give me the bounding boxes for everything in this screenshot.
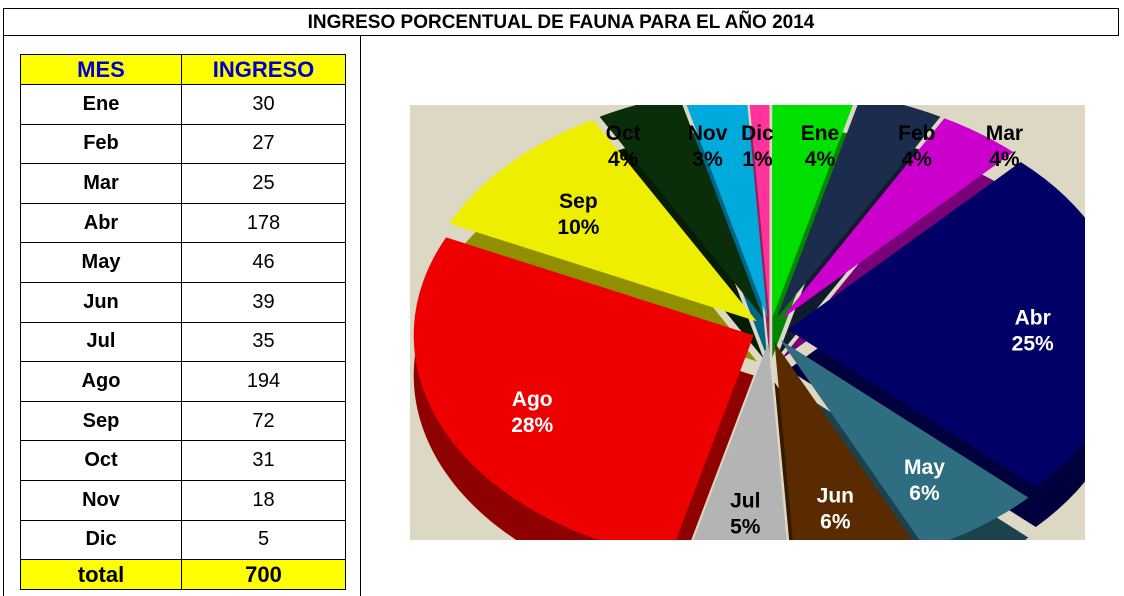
slice-label: Mar [986, 122, 1023, 145]
pie-slice [686, 105, 768, 318]
slice-value-label: 1% [742, 148, 773, 171]
slice-label: Ago [512, 388, 553, 411]
table-row: Sep 72 [20, 400, 346, 442]
pie-slice [599, 105, 764, 319]
slice-label: Jul [730, 489, 760, 512]
cell: 72 [181, 400, 346, 442]
slice-label: Dic [741, 122, 774, 145]
slice-label: Oct [606, 122, 641, 145]
slice-label: Feb [898, 122, 935, 145]
pie-labels: Ene 4% Feb 4% Mar 4% Abr 25% May 6% Jun 6% Jul 5% Ago 2… [511, 122, 1054, 538]
slice-label: Nov [688, 122, 728, 145]
cell: MES [20, 54, 182, 85]
title: INGRESO PORCENTUAL DE FAUNA PARA EL AÑO … [3, 8, 1119, 36]
cell: 18 [181, 479, 346, 521]
cell: INGRESO [181, 54, 346, 85]
slice-label: Jun [817, 485, 854, 508]
pie-slice [693, 342, 787, 540]
cell: 178 [181, 202, 346, 244]
pie-slice [787, 161, 1085, 488]
table-row: Nov 18 [20, 479, 346, 521]
slice-value-label: 4% [902, 148, 933, 171]
slice-value-label: 10% [557, 216, 599, 239]
cell: 31 [181, 440, 346, 481]
slice-value-label: 4% [989, 148, 1020, 171]
slice-value-label: 3% [692, 148, 723, 171]
cell: 27 [181, 123, 346, 165]
cell: Ago [20, 361, 182, 402]
cell: 700 [181, 559, 346, 591]
cell: 39 [181, 281, 346, 323]
slice-value-label: 6% [820, 511, 851, 534]
cell: Jun [20, 281, 182, 323]
pie-slice [780, 340, 1029, 540]
cell: 46 [181, 242, 346, 283]
data-table: MES INGRESO Ene 30 Feb 27 Mar 25 Abr 178 May 46 Jun 3… [20, 54, 346, 591]
cell: 25 [181, 163, 346, 204]
pie-slice [772, 105, 853, 318]
table-row: Abr 178 [20, 202, 346, 244]
table-row: Ago 194 [20, 361, 346, 402]
table-row: Mar 25 [20, 163, 346, 204]
cell: Dic [20, 519, 182, 561]
slice-label: Sep [559, 190, 598, 213]
frame-line [360, 36, 361, 596]
cell: Ene [20, 84, 182, 125]
cell: Oct [20, 440, 182, 481]
total-row: total 700 [20, 559, 346, 591]
table-row: Jun 39 [20, 281, 346, 323]
cell: 194 [181, 361, 346, 402]
header-row: MES INGRESO [20, 54, 346, 85]
frame-line [3, 8, 4, 596]
slice-value-label: 4% [608, 148, 639, 171]
pie-slice [774, 342, 913, 540]
table-row: May 46 [20, 242, 346, 283]
slice-value-label: 5% [730, 515, 761, 538]
cell: Mar [20, 163, 182, 204]
slice-value-label: 28% [511, 414, 553, 437]
slice-label: Ene [801, 122, 840, 145]
pie [413, 105, 1085, 540]
pie-slice [749, 105, 770, 318]
pie-slice [449, 119, 757, 322]
table-row: Feb 27 [20, 123, 346, 165]
cell: Jul [20, 321, 182, 363]
slice-value-label: 25% [1012, 332, 1054, 355]
cell: Feb [20, 123, 182, 165]
table-row: Ene 30 [20, 84, 346, 125]
pie-slice [776, 105, 941, 319]
slice-label: Abr [1015, 306, 1051, 329]
slice-value-label: 6% [909, 482, 940, 505]
pie-slice [413, 237, 754, 540]
cell: total [20, 559, 182, 591]
pie-slice [780, 118, 1014, 320]
slice-value-label: 4% [805, 148, 836, 171]
table-row: Oct 31 [20, 440, 346, 481]
cell: May [20, 242, 182, 283]
slice-label: May [904, 456, 945, 479]
cell: 30 [181, 84, 346, 125]
